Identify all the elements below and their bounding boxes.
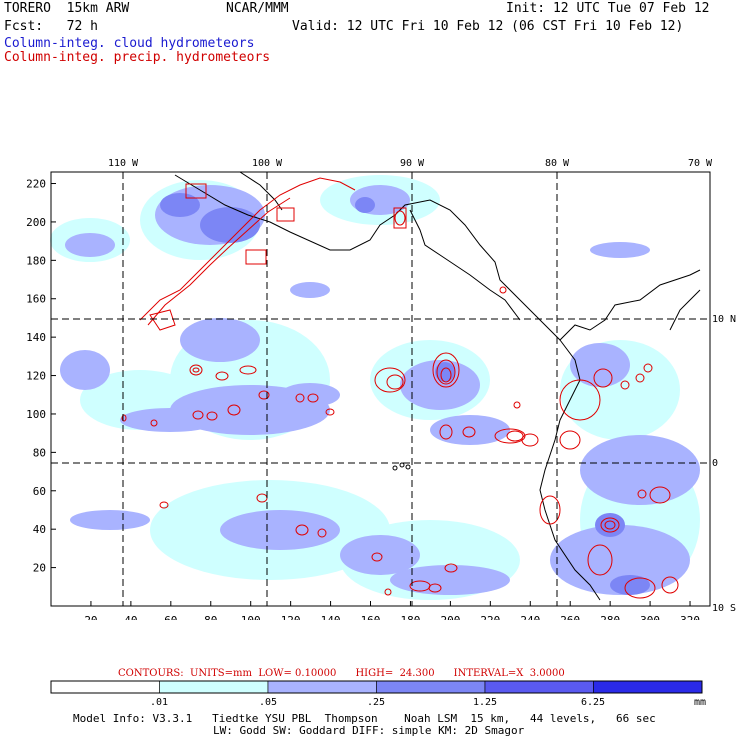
graticule	[51, 172, 710, 606]
legend-swatch	[593, 680, 703, 694]
x-tick-label: 320	[680, 614, 700, 620]
lat-label: 10 S	[712, 603, 736, 614]
y-tick-label: 120	[26, 370, 46, 383]
y-tick-label: 60	[33, 485, 46, 498]
longitude-labels: 110 W 100 W 90 W 80 W 70 W	[108, 158, 713, 169]
station-boxes	[185, 183, 407, 265]
x-tick-label: 180	[401, 614, 421, 620]
x-tick-label: 260	[560, 614, 580, 620]
contours-info: CONTOURS: UNITS=mm LOW= 0.10000 HIGH= 24…	[118, 668, 565, 679]
y-tick-label: 160	[26, 293, 46, 306]
x-tick-label: 240	[520, 614, 540, 620]
precip-field-label: Column-integ. precip. hydrometeors	[4, 50, 271, 65]
lon-label: 110 W	[108, 158, 139, 169]
lon-label: 70 W	[688, 158, 713, 169]
lon-label: 100 W	[252, 158, 283, 169]
precip-contours	[121, 177, 679, 599]
x-tick-label: 140	[321, 614, 341, 620]
lon-label: 90 W	[400, 158, 425, 169]
y-tick-label: 220	[26, 178, 46, 191]
lat-label: 0	[712, 458, 718, 469]
title-left: TORERO 15km ARW	[4, 1, 130, 16]
legend-label: 6.25	[581, 697, 605, 708]
y-tick-labels: 20 40 60 80 100 120 140 160 180 200 220	[26, 178, 46, 575]
x-tick-label: 200	[440, 614, 460, 620]
y-tick-label: 80	[33, 446, 46, 459]
lat-label: 10 N	[712, 314, 736, 325]
init-label: Init: 12 UTC Tue 07 Feb 12	[506, 1, 710, 16]
x-tick-label: 40	[124, 614, 137, 620]
y-tick-label: 40	[33, 523, 46, 536]
legend-swatch	[376, 680, 486, 694]
latitude-labels: 10 N 0 10 S	[712, 314, 736, 614]
fcst-label: Fcst: 72 h	[4, 19, 98, 34]
legend-swatch	[484, 680, 594, 694]
x-tick-label: 100	[241, 614, 261, 620]
y-tick-label: 20	[33, 562, 46, 575]
y-tick-label: 140	[26, 331, 46, 344]
legend-label: 1.25	[473, 697, 497, 708]
legend-swatch	[267, 680, 377, 694]
forecast-map: 110 W 100 W 90 W 80 W 70 W 10 N 0 10 S 2…	[26, 158, 736, 620]
y-tick-marks	[51, 183, 56, 569]
x-tick-label: 60	[164, 614, 177, 620]
lon-label: 80 W	[545, 158, 570, 169]
x-tick-labels: 20 40 60 80 100 120 140 160 180 200 220 240 260 280 30…	[84, 614, 700, 620]
legend-label: .25	[367, 697, 385, 708]
legend-label: .05	[259, 697, 277, 708]
x-tick-label: 120	[281, 614, 301, 620]
map-frame	[50, 171, 711, 607]
x-tick-label: 280	[600, 614, 620, 620]
y-tick-label: 180	[26, 254, 46, 267]
x-tick-label: 160	[361, 614, 381, 620]
x-tick-label: 220	[480, 614, 500, 620]
legend-swatch	[159, 680, 269, 694]
model-info-line2: LW: Godd SW: Goddard DIFF: simple KM: 2D…	[213, 724, 525, 737]
cloud-field	[50, 175, 700, 600]
valid-label: Valid: 12 UTC Fri 10 Feb 12 (06 CST Fri …	[292, 19, 684, 34]
x-tick-label: 300	[640, 614, 660, 620]
model-info-line1: Model Info: V3.3.1 Tiedtke YSU PBL Thomp…	[73, 712, 656, 725]
color-legend: .01 .05 .25 1.25 6.25 mm	[50, 680, 706, 708]
y-tick-label: 100	[26, 408, 46, 421]
center-label: NCAR/MMM	[226, 1, 289, 16]
x-tick-label: 80	[204, 614, 217, 620]
legend-label: .01	[150, 697, 168, 708]
x-tick-marks	[90, 601, 691, 606]
x-tick-label: 20	[84, 614, 97, 620]
y-tick-label: 200	[26, 216, 46, 229]
legend-unit: mm	[694, 697, 706, 708]
cloud-field-label: Column-integ. cloud hydrometeors	[4, 36, 255, 51]
legend-swatch	[50, 680, 160, 694]
